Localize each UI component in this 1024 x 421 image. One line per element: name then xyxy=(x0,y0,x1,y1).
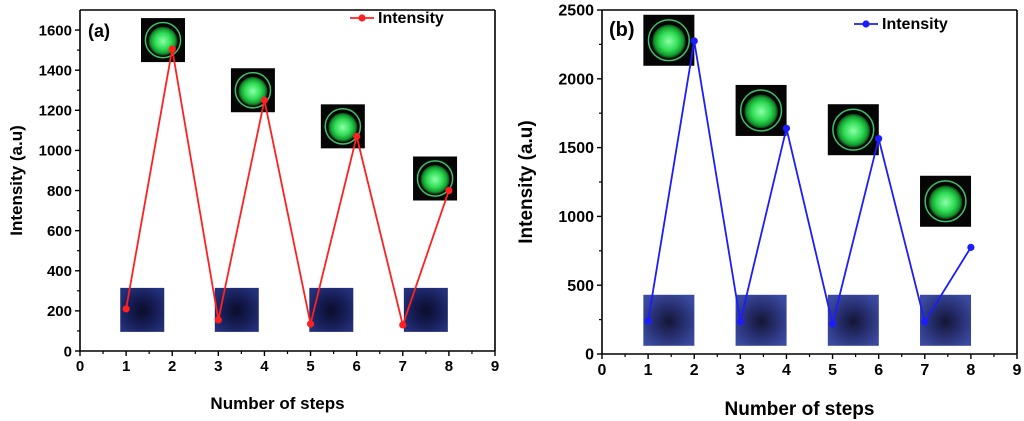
y-tick-label: 0 xyxy=(585,347,594,364)
photo-ring xyxy=(832,108,875,151)
dark-blue-photo xyxy=(214,287,259,332)
data-point xyxy=(782,124,791,132)
data-point xyxy=(353,132,361,140)
photo-ring xyxy=(234,71,272,109)
data-point xyxy=(168,45,176,53)
panel-label: (a) xyxy=(88,21,110,41)
y-tick-label: 2000 xyxy=(558,71,594,88)
x-axis-label: Number of steps xyxy=(210,394,344,413)
y-tick-label: 1000 xyxy=(39,143,72,160)
green-emission-photo xyxy=(920,175,972,227)
green-emission-photo xyxy=(413,156,458,201)
photo-dark xyxy=(309,287,354,332)
photo-glow xyxy=(420,164,450,195)
x-tick-label: 2 xyxy=(690,362,699,379)
x-tick-label: 0 xyxy=(598,362,607,379)
x-tick-label: 4 xyxy=(260,358,269,375)
data-point xyxy=(306,320,315,328)
data-point xyxy=(644,317,652,325)
photo-ring xyxy=(924,180,967,223)
y-tick-label: 1400 xyxy=(39,62,72,79)
photo-glow xyxy=(928,185,963,220)
panel-b: 0 1 2 3 4 5 6 7 8 9 0 500 1000 1500 2000 2500 Number of … xyxy=(516,3,1022,420)
photo-glow xyxy=(836,113,871,148)
series-line xyxy=(647,40,972,324)
y-tick-label: 1200 xyxy=(39,103,72,120)
x-tick-label: 3 xyxy=(736,362,745,379)
photo-glow xyxy=(652,24,686,59)
data-point xyxy=(921,318,929,326)
x-tick-label: 6 xyxy=(874,362,883,379)
x-tick-label: 4 xyxy=(782,362,791,379)
x-tick-label: 9 xyxy=(491,358,499,375)
data-point xyxy=(122,305,130,313)
y-tick-label: 200 xyxy=(47,303,72,320)
data-point xyxy=(399,321,407,329)
y-tick-label: 1000 xyxy=(558,209,594,226)
data-point xyxy=(875,135,883,143)
green-emission-photo xyxy=(735,84,787,136)
data-point xyxy=(690,37,698,45)
dark-blue-photo xyxy=(827,294,879,346)
photo-ring xyxy=(416,160,454,197)
green-emission-photo xyxy=(141,18,185,63)
y-axis-label: Intensity (a.u) xyxy=(7,125,26,236)
photo-dark xyxy=(827,294,879,346)
dark-blue-photo xyxy=(403,287,448,332)
x-tick-label: 1 xyxy=(122,358,130,375)
y-tick-label: 0 xyxy=(64,343,72,360)
dark-blue-photo xyxy=(309,287,354,332)
panel-label: (b) xyxy=(609,19,635,41)
legend-label: Intensity xyxy=(882,16,948,33)
series-line xyxy=(125,48,450,329)
x-tick-label: 2 xyxy=(168,358,176,375)
x-tick-label: 8 xyxy=(445,358,453,375)
dark-blue-photo xyxy=(920,294,972,346)
y-tick-label: 500 xyxy=(567,278,594,295)
photo-glow xyxy=(328,112,358,142)
photo-ring xyxy=(144,21,182,59)
photo-dark xyxy=(920,294,972,346)
data-point xyxy=(736,318,744,326)
green-emission-photo xyxy=(827,104,879,156)
data-point xyxy=(445,186,453,195)
panel-a: 0 1 2 3 4 5 6 7 8 9 0 200 400 600 800 1000 1200 1400 1600 N… xyxy=(7,9,499,413)
x-tick-label: 6 xyxy=(352,358,360,375)
x-tick-label: 7 xyxy=(920,362,929,379)
photo-glow xyxy=(744,94,778,129)
y-tick-label: 600 xyxy=(47,223,72,240)
x-tick-label: 1 xyxy=(644,362,653,379)
data-point xyxy=(967,243,975,251)
x-tick-label: 0 xyxy=(76,358,84,375)
x-tick-label: 3 xyxy=(214,358,222,375)
green-emission-photo xyxy=(230,68,275,113)
photo-dark xyxy=(214,287,259,332)
green-emission-photo xyxy=(320,104,365,149)
legend-marker xyxy=(358,14,366,22)
x-tick-label: 8 xyxy=(966,362,975,379)
photo-ring xyxy=(739,89,783,132)
y-tick-label: 400 xyxy=(47,263,72,280)
x-tick-label: 5 xyxy=(306,358,314,375)
legend-marker xyxy=(862,20,870,28)
y-tick-label: 800 xyxy=(47,183,72,200)
legend-label: Intensity xyxy=(378,10,444,27)
x-axis-label: Number of steps xyxy=(725,399,875,420)
y-tick-label: 1600 xyxy=(39,22,72,39)
data-point xyxy=(260,96,269,104)
x-tick-label: 5 xyxy=(828,362,837,379)
y-tick-label: 1500 xyxy=(558,140,594,157)
green-emission-photo xyxy=(643,14,695,66)
y-axis-label: Intensity (a.u) xyxy=(516,120,537,244)
photo-dark xyxy=(403,287,448,332)
photo-glow xyxy=(238,76,268,106)
x-tick-label: 9 xyxy=(1013,362,1022,379)
photo-ring xyxy=(324,107,362,145)
data-point xyxy=(214,316,222,324)
data-point xyxy=(828,320,837,328)
y-tick-label: 2500 xyxy=(558,3,594,20)
photo-ring xyxy=(647,19,691,62)
x-tick-label: 7 xyxy=(399,358,407,375)
